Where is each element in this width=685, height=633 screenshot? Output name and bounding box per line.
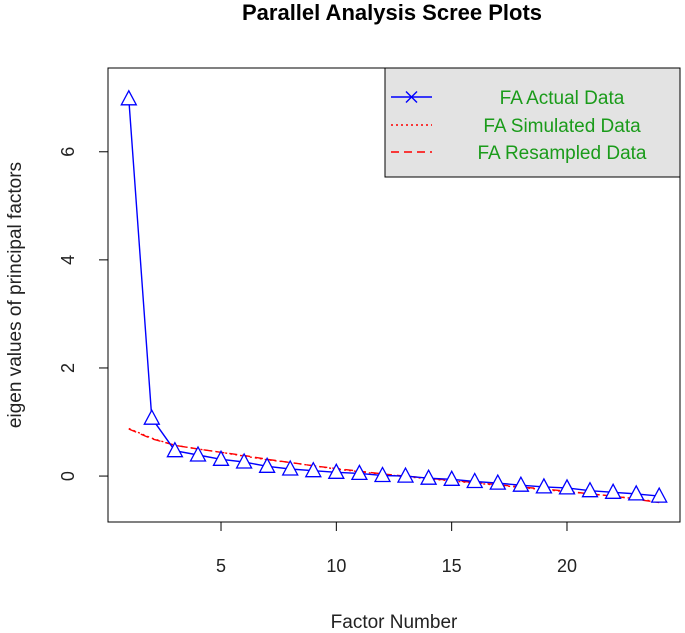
data-point-marker (350, 464, 368, 481)
y-axis: 0 2 4 6 (58, 147, 109, 481)
data-point-marker (466, 472, 484, 489)
x-tick-label: 20 (557, 556, 577, 576)
legend-label-2: FA Resampled Data (478, 143, 647, 164)
x-tick-label: 5 (216, 556, 226, 576)
legend-label-1: FA Simulated Data (483, 116, 641, 137)
data-point-marker (304, 461, 322, 478)
data-point-marker (235, 452, 253, 469)
series-line-2 (128, 428, 660, 504)
data-point-marker (327, 462, 345, 479)
data-point-marker (627, 484, 645, 501)
x-axis: 5 10 15 20 (216, 521, 577, 576)
data-point-marker (535, 477, 553, 494)
y-axis-label: eigen values of principal factors (5, 162, 26, 428)
data-point-marker (189, 445, 207, 462)
x-tick-label: 15 (442, 556, 462, 576)
y-tick-label: 6 (58, 147, 78, 157)
legend-label-0: FA Actual Data (500, 88, 625, 109)
data-point-marker (166, 441, 184, 458)
data-point-marker (281, 459, 299, 476)
data-point-marker (420, 468, 438, 485)
data-point-marker (258, 456, 276, 473)
legend-box (384, 67, 681, 178)
data-point-marker (120, 89, 138, 106)
legend: FA Actual Data FA Simulated Data FA Resamp… (384, 67, 681, 178)
data-point-marker (489, 473, 507, 490)
series-layer (120, 89, 668, 504)
x-axis-label: Factor Number (331, 612, 458, 633)
data-point-marker (373, 466, 392, 483)
y-tick-label: 0 (58, 471, 78, 481)
legend-x-marker (405, 91, 418, 103)
data-point-marker (143, 408, 161, 425)
series-line-1 (128, 427, 660, 503)
y-tick-label: 2 (58, 363, 78, 373)
data-point-marker (512, 475, 530, 492)
data-point-marker (604, 482, 622, 499)
data-point-marker (396, 466, 415, 483)
data-point-marker (558, 478, 576, 495)
data-point-marker (212, 449, 230, 466)
y-tick-label: 4 (58, 255, 78, 265)
data-point-marker (581, 481, 599, 498)
chart-title: Parallel Analysis Scree Plots (242, 0, 542, 25)
data-point-marker (650, 486, 668, 503)
data-point-marker (443, 469, 461, 486)
x-tick-label: 10 (326, 556, 346, 576)
